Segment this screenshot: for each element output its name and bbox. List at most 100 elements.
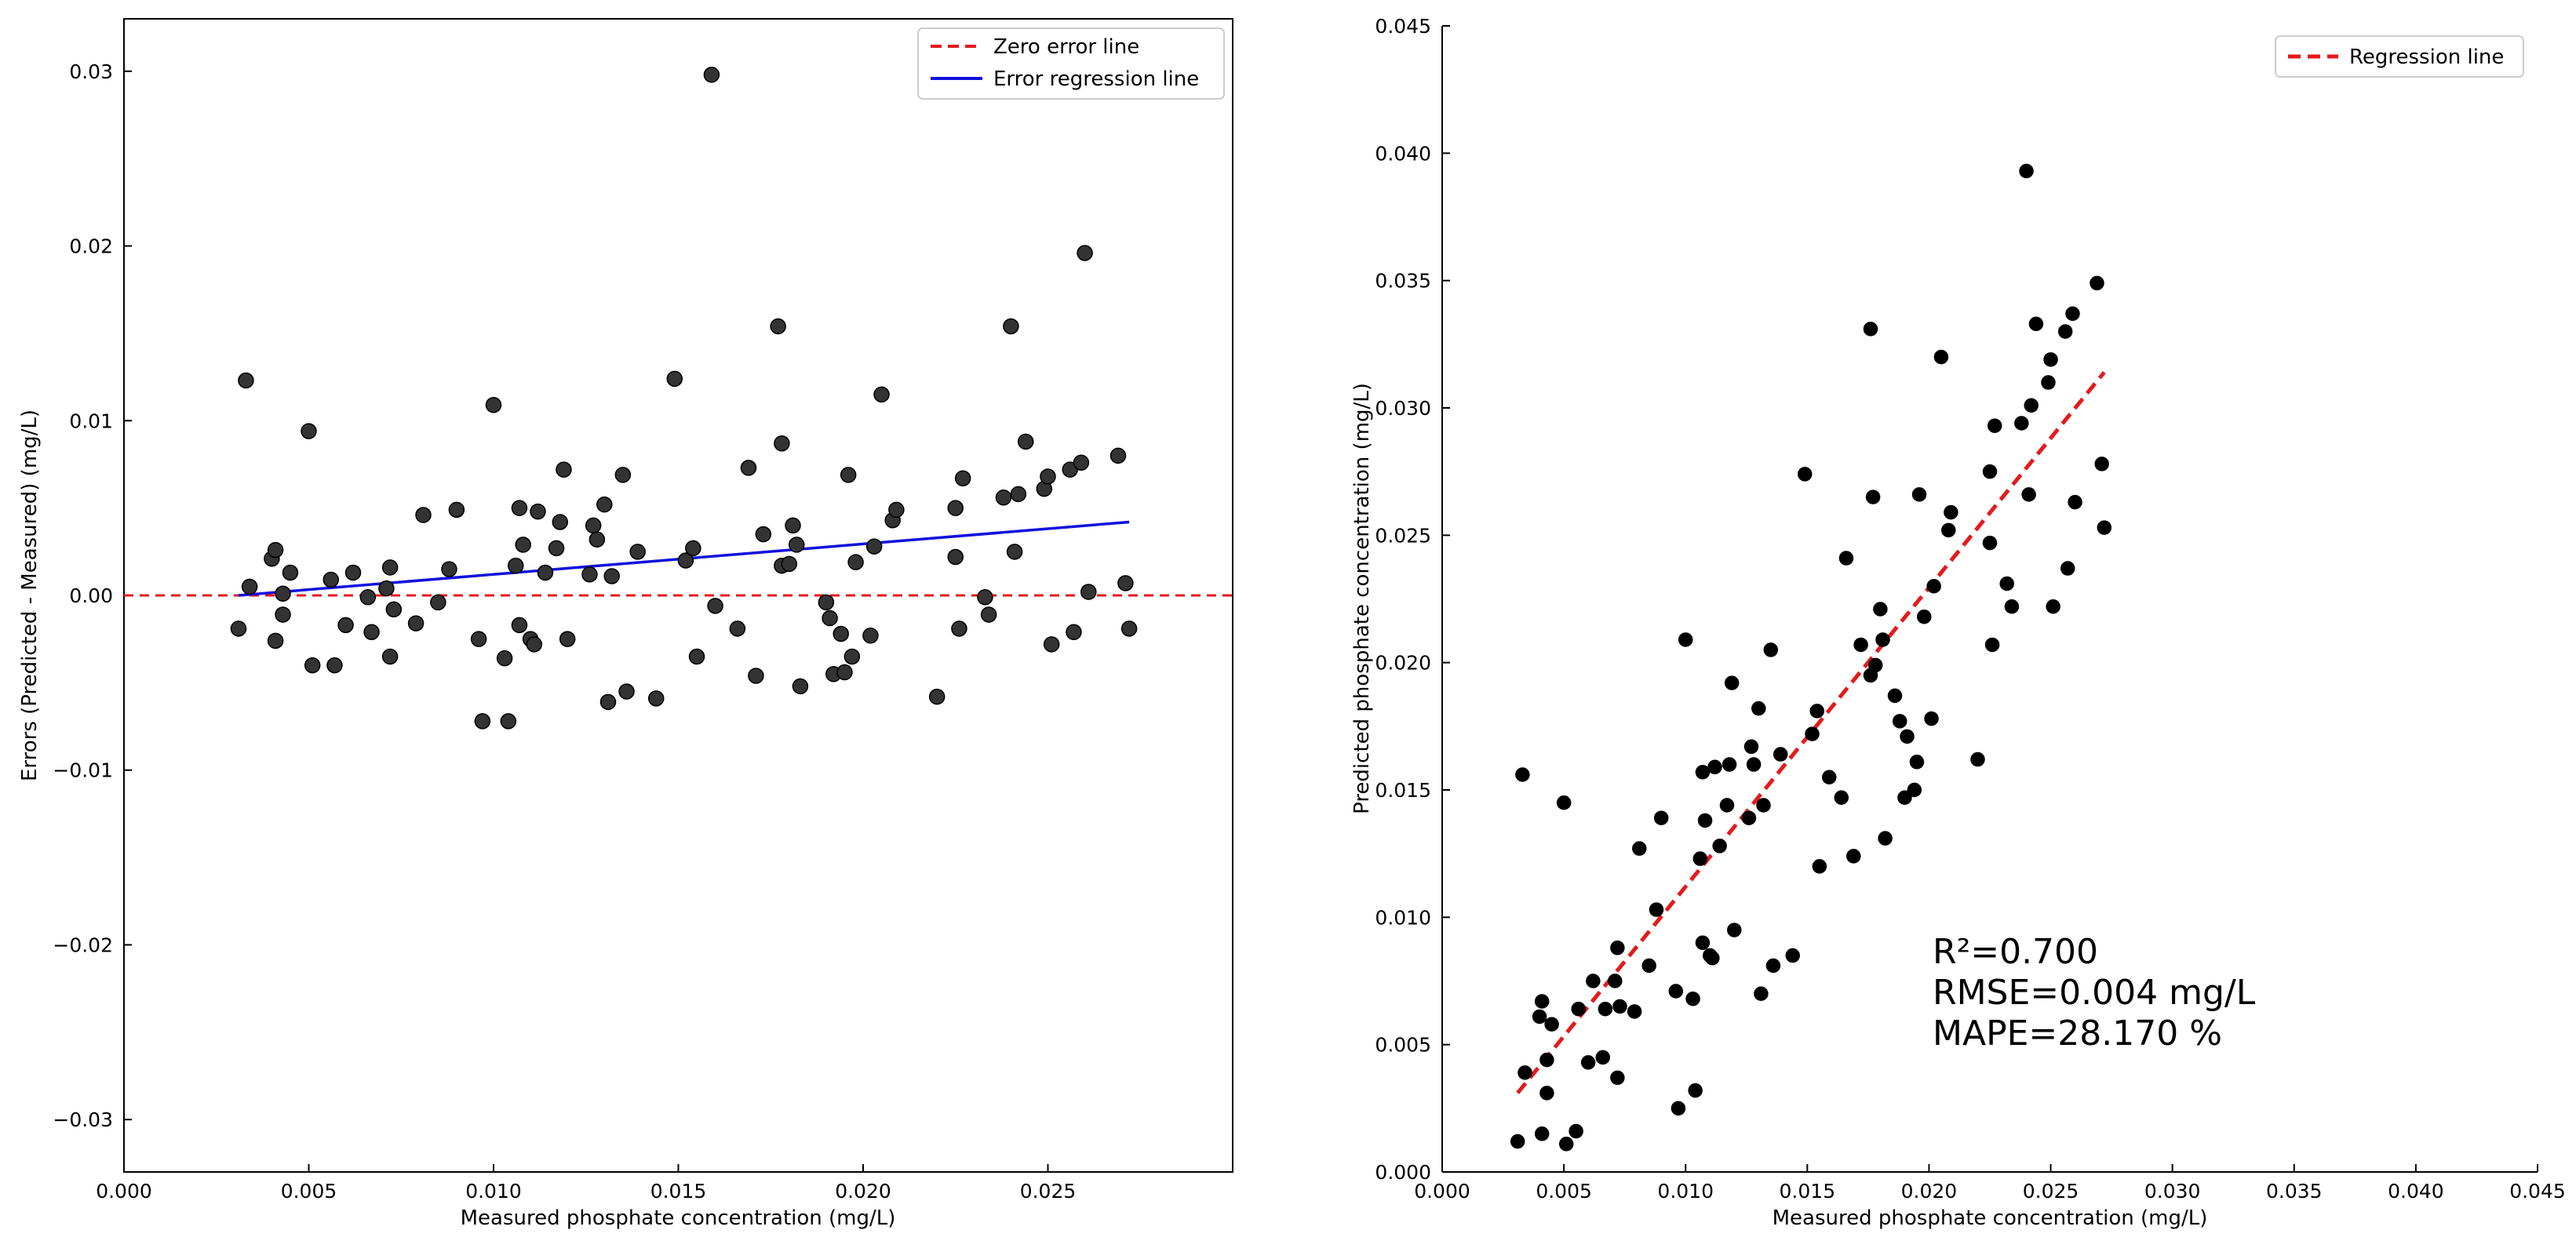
right-data-point: [1982, 535, 1998, 551]
right-data-point: [1610, 1070, 1625, 1086]
right-x-tick-label: 0.005: [1536, 1180, 1592, 1203]
left-data-point: [677, 552, 694, 569]
left-y-axis-label: Errors (Predicted - Measured) (mg/L): [18, 409, 42, 781]
left-data-point: [552, 514, 569, 530]
right-data-point: [1812, 859, 1827, 874]
left-x-tick-label: 0.000: [96, 1180, 152, 1203]
right-y-tick-label: 0.035: [1375, 270, 1431, 293]
right-data-point: [1970, 752, 1985, 767]
left-data-point: [485, 396, 502, 413]
right-data-point: [1805, 726, 1820, 741]
right-data-point: [2014, 416, 2029, 431]
left-data-point: [385, 601, 403, 618]
left-data-point: [448, 501, 465, 519]
regression-line: [1516, 370, 2106, 1094]
right-y-tick-label: 0.025: [1375, 524, 1431, 547]
left-data-point: [618, 683, 635, 700]
left-data-point: [526, 636, 543, 653]
left-data-point: [647, 690, 665, 707]
right-data-point: [1765, 958, 1781, 974]
right-data-point: [1727, 923, 1742, 937]
right-data-point: [1924, 711, 1939, 726]
right-data-point: [1632, 841, 1647, 856]
left-legend-box: [917, 27, 1225, 100]
left-x-tick-label: 0.010: [465, 1180, 522, 1203]
left-data-point: [1080, 584, 1097, 600]
right-data-point: [1933, 349, 1949, 365]
right-data-point: [1534, 994, 1550, 1009]
left-data-point: [496, 650, 513, 667]
right-data-point: [1671, 1101, 1686, 1116]
right-data-point: [2090, 275, 2104, 291]
right-data-point: [1515, 767, 1530, 782]
left-data-point: [326, 657, 343, 674]
right-data-point: [2024, 398, 2039, 413]
left-data-point: [581, 566, 598, 583]
right-data-point: [1751, 701, 1766, 716]
right-data-point: [1580, 1055, 1596, 1070]
left-data-point: [304, 657, 321, 674]
right-data-point: [1763, 642, 1779, 657]
right-data-point: [2068, 494, 2082, 510]
r-squared-text: R²=0.700: [1933, 932, 2098, 972]
right-data-point: [1610, 941, 1625, 955]
left-data-point: [407, 615, 424, 631]
right-data-point: [1754, 986, 1769, 1001]
right-data-point: [1707, 759, 1722, 775]
left-data-point: [500, 713, 517, 730]
right-data-point: [1941, 522, 1956, 538]
left-data-point: [470, 631, 487, 647]
left-data-point: [241, 578, 258, 595]
right-x-tick-label: 0.045: [2509, 1180, 2566, 1203]
right-x-tick-label: 0.015: [1780, 1180, 1836, 1203]
right-data-point: [2065, 306, 2080, 322]
right-data-point: [2057, 324, 2073, 339]
right-data-point: [2043, 352, 2058, 367]
right-data-point: [1911, 487, 1927, 502]
left-points: [230, 67, 1138, 730]
left-y-tick-label: 0.02: [69, 235, 113, 258]
left-data-point: [865, 538, 883, 555]
right-data-point: [1712, 839, 1727, 853]
left-data-point: [344, 564, 362, 581]
right-x-tick-label: 0.020: [1901, 1180, 1958, 1203]
right-data-point: [1612, 999, 1627, 1014]
right-data-point: [1688, 1083, 1703, 1098]
right-data-point: [1846, 849, 1861, 864]
left-data-point: [614, 467, 632, 483]
left-data-point: [792, 678, 809, 695]
right-data-point: [1598, 1001, 1613, 1017]
left-data-point: [275, 585, 291, 602]
right-data-point: [1695, 765, 1711, 780]
left-data-point: [1017, 433, 1034, 450]
right-data-point: [2028, 316, 2044, 332]
right-data-point: [1586, 974, 1601, 988]
right-data-point: [1773, 747, 1788, 762]
left-data-point: [381, 648, 399, 665]
right-data-point: [1539, 1086, 1554, 1101]
right-data-point: [1867, 657, 1883, 673]
right-legend-regression-label: Regression line: [2349, 45, 2504, 69]
right-data-point: [1518, 1065, 1532, 1080]
left-data-point: [685, 540, 701, 557]
right-data-point: [1892, 714, 1907, 729]
left-data-point: [947, 548, 964, 566]
left-data-point: [267, 632, 284, 650]
left-data-point: [928, 688, 946, 705]
right-chart: 0.000 0.005 0.010 0.015 0.020 0.025 0.030 0.035…: [1350, 15, 2566, 1230]
left-data-point: [337, 617, 354, 634]
right-data-point: [2060, 561, 2075, 576]
right-data-point: [1756, 798, 1771, 813]
left-data-point: [381, 559, 399, 576]
right-data-point: [1595, 1050, 1610, 1065]
right-x-tick-label: 0.040: [2388, 1180, 2444, 1203]
left-data-point: [980, 606, 997, 623]
right-data-point: [1987, 418, 2002, 433]
right-data-point: [1900, 729, 1915, 744]
right-data-point: [1649, 902, 1664, 917]
left-data-point: [840, 467, 857, 483]
left-data-point: [836, 664, 853, 681]
right-data-point: [1834, 790, 1849, 805]
right-data-point: [2041, 375, 2056, 390]
